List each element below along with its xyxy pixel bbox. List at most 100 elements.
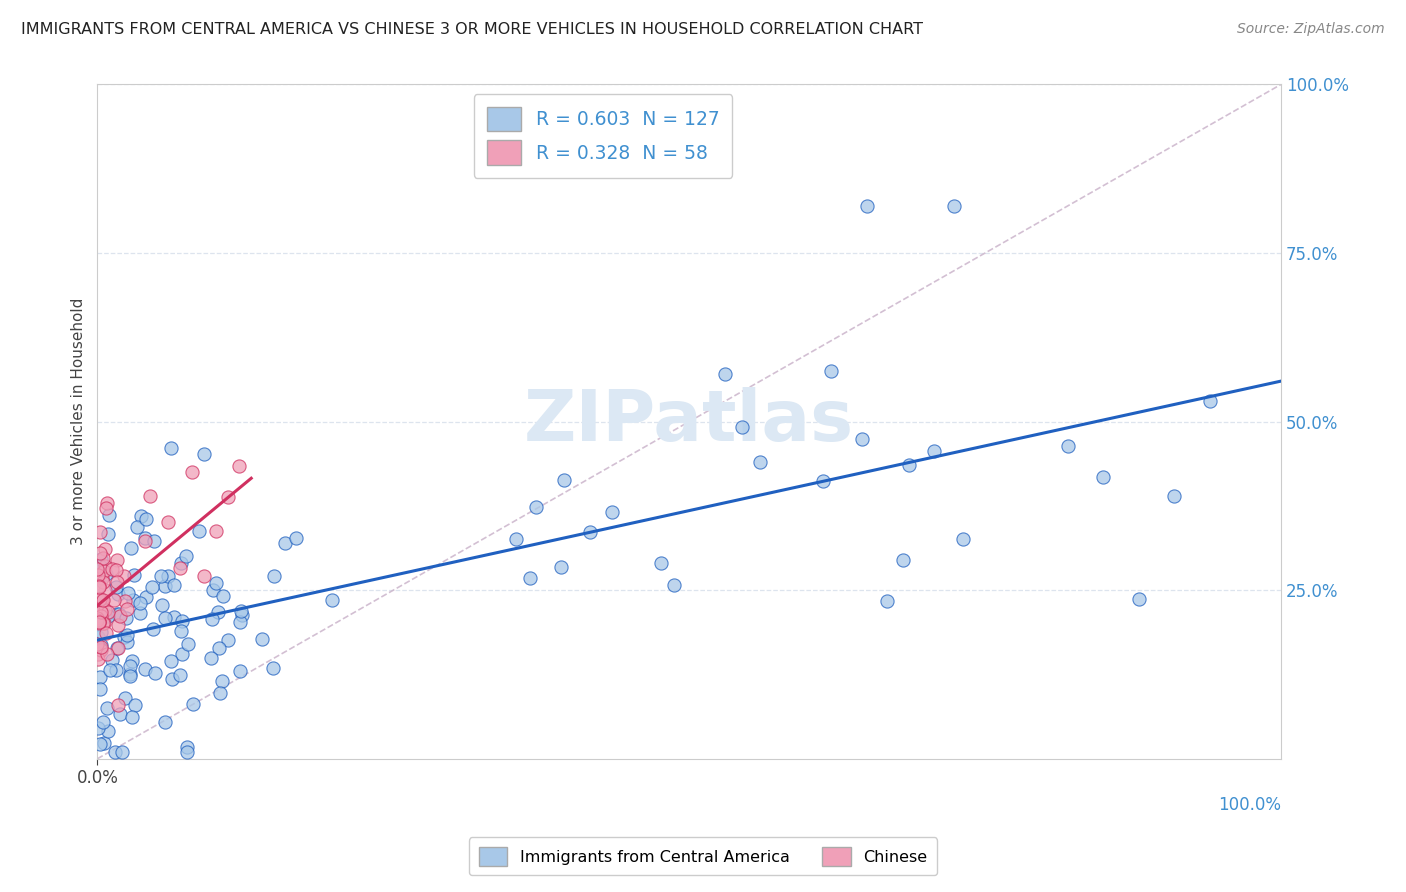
Point <box>90 599 112 614</box>
Point <box>104 580 127 594</box>
Point <box>105 563 128 577</box>
Point <box>87 593 110 607</box>
Point <box>89 558 111 573</box>
Point <box>1199 393 1222 408</box>
Point <box>891 553 914 567</box>
Point <box>97 508 120 522</box>
Point <box>129 606 152 620</box>
Point <box>1163 489 1185 503</box>
Point <box>91 592 114 607</box>
Point <box>89 579 111 593</box>
Point <box>851 432 873 446</box>
Point <box>150 569 173 583</box>
Point <box>217 490 239 504</box>
Point <box>138 489 160 503</box>
Point <box>650 556 672 570</box>
Point <box>90 605 112 619</box>
Point <box>731 420 754 434</box>
Point <box>87 630 110 644</box>
Point <box>134 662 156 676</box>
Text: IMMIGRANTS FROM CENTRAL AMERICA VS CHINESE 3 OR MORE VEHICLES IN HOUSEHOLD CORRE: IMMIGRANTS FROM CENTRAL AMERICA VS CHINE… <box>21 22 924 37</box>
Point <box>86 613 108 627</box>
Point <box>321 593 343 607</box>
Point <box>115 628 138 642</box>
Point <box>943 199 966 213</box>
Point <box>135 590 157 604</box>
Point <box>124 698 146 712</box>
Point <box>94 608 117 623</box>
Point <box>115 610 138 624</box>
Point <box>107 587 129 601</box>
Point <box>91 615 114 630</box>
Point <box>713 368 735 382</box>
Point <box>274 536 297 550</box>
Point <box>142 622 165 636</box>
Point <box>143 665 166 680</box>
Point <box>193 568 215 582</box>
Point <box>94 625 117 640</box>
Point <box>105 640 128 655</box>
Point <box>110 706 132 721</box>
Point <box>93 616 115 631</box>
Point <box>87 580 110 594</box>
Point <box>157 569 180 583</box>
Text: ZIPatlas: ZIPatlas <box>524 387 855 456</box>
Legend: Immigrants from Central America, Chinese: Immigrants from Central America, Chinese <box>470 838 936 875</box>
Point <box>134 533 156 548</box>
Point <box>1057 439 1080 453</box>
Point <box>100 653 122 667</box>
Point <box>122 567 145 582</box>
Point <box>97 608 120 623</box>
Point <box>201 611 224 625</box>
Point <box>114 569 136 583</box>
Text: 100.0%: 100.0% <box>1218 796 1281 814</box>
Point <box>112 630 135 644</box>
Text: Source: ZipAtlas.com: Source: ZipAtlas.com <box>1237 22 1385 37</box>
Point <box>96 500 118 515</box>
Point <box>86 562 108 576</box>
Point <box>662 578 685 592</box>
Point <box>231 608 253 623</box>
Point <box>121 654 143 668</box>
Point <box>181 697 204 711</box>
Point <box>120 659 142 673</box>
Point <box>153 611 176 625</box>
Point <box>228 459 250 474</box>
Point <box>169 667 191 681</box>
Point <box>101 562 124 576</box>
Point <box>115 602 138 616</box>
Point <box>170 624 193 639</box>
Point <box>262 660 284 674</box>
Point <box>169 561 191 575</box>
Point <box>193 447 215 461</box>
Point <box>229 664 252 678</box>
Point <box>120 541 142 556</box>
Point <box>108 607 131 622</box>
Point <box>89 525 111 540</box>
Point <box>89 670 111 684</box>
Point <box>208 686 231 700</box>
Point <box>207 605 229 619</box>
Point <box>217 632 239 647</box>
Point <box>229 615 252 630</box>
Point <box>155 715 177 730</box>
Point <box>96 701 118 715</box>
Point <box>87 651 110 665</box>
Point <box>108 609 131 624</box>
Point <box>855 199 877 213</box>
Point <box>204 576 226 591</box>
Point <box>91 551 114 566</box>
Point <box>181 465 204 479</box>
Point <box>114 691 136 706</box>
Point <box>117 585 139 599</box>
Point <box>187 524 209 538</box>
Point <box>174 549 197 563</box>
Point <box>231 604 253 618</box>
Point <box>87 615 110 629</box>
Y-axis label: 3 or more Vehicles in Household: 3 or more Vehicles in Household <box>72 298 86 545</box>
Point <box>157 515 180 529</box>
Point <box>201 582 224 597</box>
Point <box>90 641 112 656</box>
Point <box>93 736 115 750</box>
Point <box>811 475 834 489</box>
